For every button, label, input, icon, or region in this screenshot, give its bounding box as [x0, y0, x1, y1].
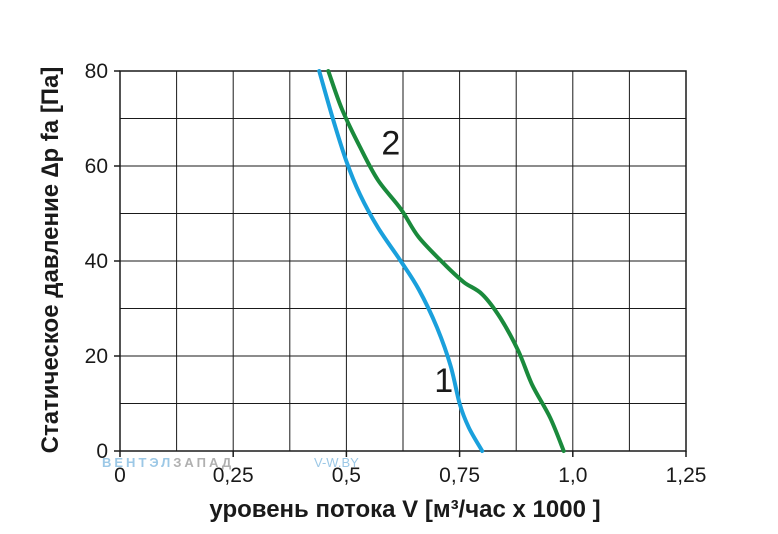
series-label-2: 2	[381, 124, 400, 162]
series-layer: 12	[317, 69, 566, 453]
watermark-ventelzapad: ВЕНТЭЛЗАПАД	[102, 455, 234, 470]
x-tick-label: 0	[114, 464, 126, 487]
y-tick-label: 0	[96, 440, 108, 463]
y-axis-title: Статическое давление ∆p fa [Па]	[37, 67, 64, 454]
x-tick-label: 1,25	[666, 464, 707, 487]
y-tick-labels: 0 20 40 60 80	[85, 60, 120, 463]
series-line-2	[326, 69, 566, 453]
x-tick-label: 0,75	[439, 464, 480, 487]
y-tick-label: 20	[85, 345, 108, 368]
watermark-part-2: ЗАПАД	[173, 455, 234, 470]
x-tick-labels: 0 0,25 0,5 0,75 1,0 1,25	[114, 451, 706, 487]
series-label-1: 1	[434, 362, 453, 400]
watermark-vwby: V-W.BY	[314, 455, 359, 470]
x-tick-label: 1,0	[558, 464, 587, 487]
x-tick-label: 0,5	[332, 464, 361, 487]
x-axis-title: уровень потока V [м³/час x 1000 ]	[209, 496, 600, 523]
y-tick-label: 80	[85, 60, 108, 83]
series-line-1	[317, 69, 485, 453]
watermark-part-1: ВЕНТЭЛ	[102, 455, 173, 470]
y-tick-label: 40	[85, 250, 108, 273]
y-tick-label: 60	[85, 155, 108, 178]
x-tick-label: 0,25	[213, 464, 254, 487]
